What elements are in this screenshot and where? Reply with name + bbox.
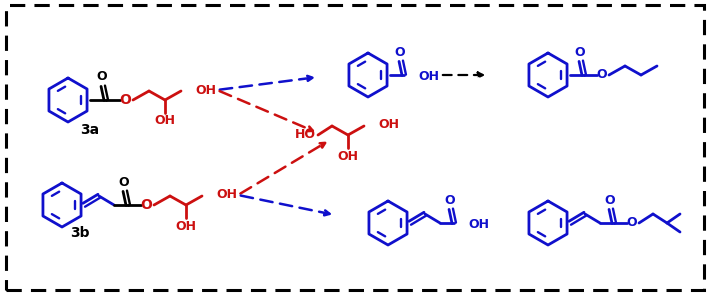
Text: OH: OH xyxy=(216,189,237,201)
Text: 3a: 3a xyxy=(80,123,99,137)
Text: OH: OH xyxy=(418,70,439,83)
Text: 3b: 3b xyxy=(70,226,89,240)
Text: O: O xyxy=(119,93,131,107)
Text: O: O xyxy=(444,194,455,206)
Text: OH: OH xyxy=(175,219,197,232)
Text: O: O xyxy=(395,45,405,58)
Text: OH: OH xyxy=(195,83,216,96)
Text: OH: OH xyxy=(468,217,489,230)
Text: O: O xyxy=(140,198,152,212)
Text: O: O xyxy=(574,45,585,58)
Text: O: O xyxy=(596,68,607,81)
Text: O: O xyxy=(97,71,107,83)
Text: HO: HO xyxy=(295,129,316,142)
Text: OH: OH xyxy=(378,119,399,132)
Text: OH: OH xyxy=(337,150,359,163)
Text: O: O xyxy=(605,194,616,206)
Text: O: O xyxy=(119,176,129,189)
Text: OH: OH xyxy=(155,114,175,127)
Text: O: O xyxy=(627,217,638,230)
